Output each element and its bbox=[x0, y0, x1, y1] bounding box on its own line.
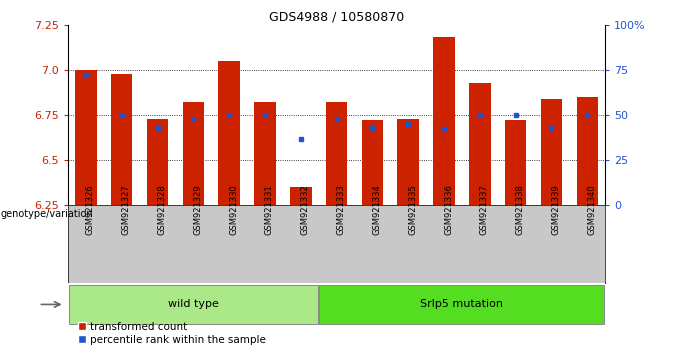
Text: GSM921336: GSM921336 bbox=[444, 184, 453, 235]
Bar bbox=[75, 70, 97, 205]
Bar bbox=[362, 120, 383, 205]
Text: GSM921328: GSM921328 bbox=[158, 184, 167, 235]
Bar bbox=[433, 38, 455, 205]
Bar bbox=[469, 82, 490, 205]
Text: GSM921331: GSM921331 bbox=[265, 184, 274, 235]
Text: wild type: wild type bbox=[168, 299, 219, 309]
Bar bbox=[541, 99, 562, 205]
Title: GDS4988 / 10580870: GDS4988 / 10580870 bbox=[269, 11, 404, 24]
Bar bbox=[183, 102, 204, 205]
Bar bbox=[320, 285, 605, 324]
Text: GSM921339: GSM921339 bbox=[551, 184, 560, 235]
Text: GSM921333: GSM921333 bbox=[337, 184, 345, 235]
Bar bbox=[505, 120, 526, 205]
Text: GSM921334: GSM921334 bbox=[373, 184, 381, 235]
Bar bbox=[290, 187, 311, 205]
Bar bbox=[326, 102, 347, 205]
Text: GSM921326: GSM921326 bbox=[86, 184, 95, 235]
Bar bbox=[577, 97, 598, 205]
Bar bbox=[398, 119, 419, 205]
Text: GSM921332: GSM921332 bbox=[301, 184, 310, 235]
Text: GSM921329: GSM921329 bbox=[193, 184, 203, 235]
Bar bbox=[218, 61, 240, 205]
Text: genotype/variation: genotype/variation bbox=[1, 209, 93, 219]
Bar bbox=[254, 102, 275, 205]
Text: Srlp5 mutation: Srlp5 mutation bbox=[420, 299, 503, 309]
Bar bbox=[147, 119, 168, 205]
Bar bbox=[69, 285, 318, 324]
Text: GSM921330: GSM921330 bbox=[229, 184, 238, 235]
Bar bbox=[111, 74, 133, 205]
Legend: transformed count, percentile rank within the sample: transformed count, percentile rank withi… bbox=[73, 317, 270, 349]
Text: GSM921337: GSM921337 bbox=[480, 184, 489, 235]
Text: GSM921335: GSM921335 bbox=[408, 184, 418, 235]
Text: GSM921340: GSM921340 bbox=[588, 184, 596, 235]
Text: GSM921338: GSM921338 bbox=[515, 184, 525, 235]
Text: GSM921327: GSM921327 bbox=[122, 184, 131, 235]
